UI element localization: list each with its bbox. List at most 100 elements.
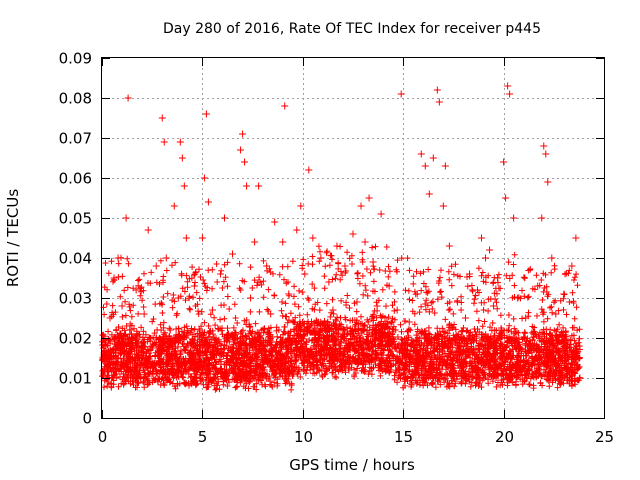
data-point — [170, 202, 178, 210]
data-point — [445, 242, 453, 250]
data-point — [317, 254, 325, 262]
data-point — [337, 338, 345, 346]
data-point — [281, 102, 289, 110]
data-point — [329, 306, 337, 314]
data-point — [486, 246, 494, 254]
x-tick-label: 25 — [595, 428, 614, 446]
data-point — [500, 158, 508, 166]
data-point — [271, 218, 279, 226]
data-point — [393, 306, 401, 314]
data-point — [397, 90, 405, 98]
data-point — [200, 174, 208, 182]
data-point — [473, 286, 481, 294]
data-point — [216, 270, 224, 278]
data-point — [560, 290, 568, 298]
data-point — [120, 350, 128, 358]
data-point — [118, 302, 126, 310]
x-tick-label: 15 — [394, 428, 413, 446]
data-point — [180, 182, 188, 190]
data-point — [506, 90, 514, 98]
data-point — [313, 318, 321, 326]
data-point — [285, 290, 293, 298]
data-point — [241, 158, 249, 166]
data-point — [494, 274, 502, 282]
data-point — [409, 370, 417, 378]
data-point — [417, 150, 425, 158]
data-point — [576, 374, 584, 382]
data-point — [498, 326, 506, 334]
data-point — [140, 310, 148, 318]
x-tick-label: 10 — [294, 428, 313, 446]
x-axis-label: GPS time / hours — [289, 456, 415, 474]
data-point — [518, 346, 526, 354]
data-point — [233, 354, 241, 362]
data-point — [429, 154, 437, 162]
data-point — [239, 130, 247, 138]
data-point — [176, 138, 184, 146]
data-point — [341, 262, 349, 270]
y-tick-label: 0.04 — [59, 250, 92, 268]
data-point — [124, 94, 132, 102]
data-point — [377, 210, 385, 218]
axis-ticks: 0 0.01 0.02 0.03 0.04 0.05 0.06 0.07 0.08 0.09 0 5 1… — [59, 50, 614, 447]
data-point — [433, 86, 441, 94]
data-point — [220, 214, 228, 222]
dense-point-cloud — [99, 243, 583, 393]
data-point — [225, 330, 233, 338]
data-point — [174, 294, 182, 302]
chart-title: Day 280 of 2016, Rate Of TEC Index for r… — [163, 21, 541, 37]
data-point — [309, 234, 317, 242]
data-point — [381, 330, 389, 338]
data-point — [514, 294, 522, 302]
data-point — [122, 214, 130, 222]
data-point — [156, 366, 164, 374]
data-point — [237, 146, 245, 154]
data-point — [469, 338, 477, 346]
y-tick-label: 0.06 — [59, 170, 92, 188]
data-point — [345, 366, 353, 374]
data-point — [321, 350, 329, 358]
y-tick-label: 0.08 — [59, 90, 92, 108]
data-point — [104, 378, 112, 386]
data-point — [289, 334, 297, 342]
data-point — [421, 162, 429, 170]
data-point — [453, 298, 461, 306]
plot-frame — [101, 57, 605, 419]
data-point — [202, 110, 210, 118]
data-point — [190, 282, 198, 290]
data-point — [325, 278, 333, 286]
data-point — [251, 238, 259, 246]
data-point — [461, 314, 469, 322]
data-point — [548, 254, 556, 262]
data-point — [108, 358, 116, 366]
data-point — [132, 286, 140, 294]
data-point — [544, 178, 552, 186]
data-point — [255, 182, 263, 190]
data-point — [279, 238, 287, 246]
data-point — [305, 166, 313, 174]
data-point — [457, 358, 465, 366]
point-cloud-path — [99, 243, 583, 393]
data-point — [243, 182, 251, 190]
data-point — [490, 302, 498, 310]
data-point — [568, 262, 576, 270]
data-point — [186, 338, 194, 346]
data-point — [526, 366, 534, 374]
data-point — [158, 114, 166, 122]
data-point — [166, 326, 174, 334]
data-point — [542, 150, 550, 158]
data-point — [361, 238, 369, 246]
data-point — [136, 362, 144, 370]
data-point — [198, 234, 206, 242]
data-points — [100, 82, 584, 386]
data-point — [194, 358, 202, 366]
data-point — [401, 342, 409, 350]
y-tick-label: 0.02 — [59, 330, 92, 348]
data-point — [229, 250, 237, 258]
data-point — [204, 198, 212, 206]
data-point — [259, 346, 267, 354]
data-point — [128, 374, 136, 382]
y-tick-label: 0.03 — [59, 290, 92, 308]
data-point — [502, 194, 510, 202]
